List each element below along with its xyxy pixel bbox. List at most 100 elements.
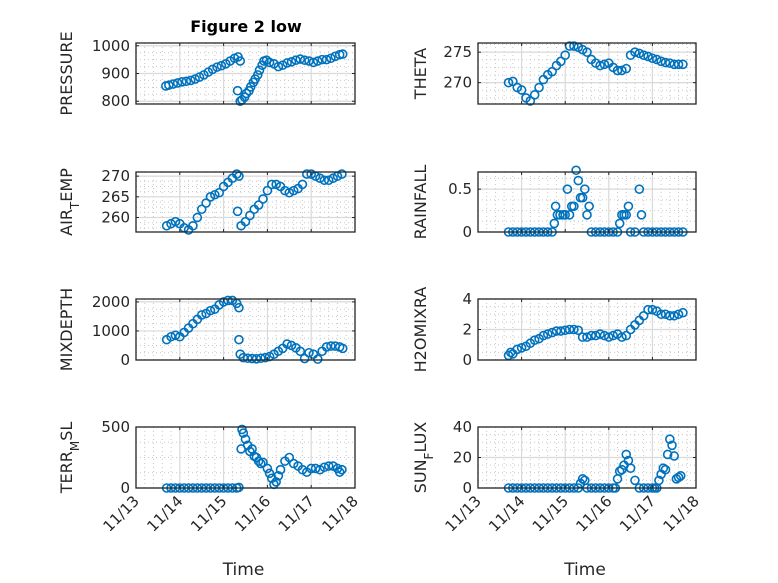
y-tick-label: 0 [462,351,472,369]
y-axis-label: TERRMSL [57,422,82,495]
data-point [647,53,658,64]
data-point [529,90,540,100]
data-point [621,63,632,74]
y-axis-label: H2OMIXRA [411,287,430,373]
y-tick-label: 260 [101,209,130,227]
data-point [577,474,588,484]
data-point [617,65,627,76]
data-point [556,56,566,67]
x-axis-label: Time [222,560,265,580]
x-tick-label: 11/14 [143,492,186,535]
data-point [573,175,584,186]
data-point [621,210,632,220]
data-point [516,342,527,353]
y-tick-label: 270 [101,167,130,185]
y-label-part: SL [57,422,76,441]
x-tick-label: 11/16 [231,492,274,535]
plot-area [478,43,696,104]
axes-8: 0 20 40 11/13 11/14 11/15 11/16 11/17 11/18 Time S… [411,418,703,580]
data-point [238,352,249,363]
data-point [621,449,632,460]
data-point [569,324,579,335]
y-label-subscript: M [68,441,82,451]
data-point [262,463,273,474]
data-point [337,49,348,59]
data-point [258,457,268,468]
plot-area [136,299,355,360]
data-point [662,449,673,460]
data-point [337,169,347,179]
data-point [326,341,336,351]
data-point [262,185,273,196]
data-point [599,59,610,70]
data-point [185,75,196,86]
plot-area [478,172,696,232]
y-tick-label: 1000 [92,37,130,55]
data-point [326,53,336,64]
data-point [254,65,265,75]
data-point [196,204,207,215]
data-point [647,304,658,315]
y-tick-label: 20 [453,449,472,467]
x-tick-label: 11/18 [660,492,703,535]
data-point [608,330,618,341]
data-point [625,463,636,473]
data-point [238,428,249,438]
data-point [264,57,275,68]
data-point [638,310,649,321]
data-point [582,47,592,57]
data-point [586,330,597,341]
y-tick-label: 0.5 [448,180,472,198]
data-point [660,464,671,475]
data-point [582,332,592,342]
y-tick-label: 40 [453,418,472,436]
x-axis-label: Time [563,560,606,580]
figure-title: Figure 2 low [190,17,302,36]
data-point [319,462,330,473]
data-point [234,302,244,313]
data-point [549,218,560,229]
y-tick-label: 2 [462,321,472,339]
data-point [636,210,647,220]
data-point [192,212,203,223]
data-point [603,332,614,342]
data-point [669,451,680,461]
data-point [612,65,623,76]
data-point [595,329,605,339]
data-point [321,54,332,65]
data-point [177,77,187,87]
data-point [638,50,649,61]
y-tick-label: 2000 [92,293,130,311]
data-point [643,304,653,315]
data-point [258,194,268,204]
y-tick-label: 0 [462,479,472,497]
data-point [286,57,297,67]
data-point [271,477,281,487]
x-tick-label: 11/18 [319,492,362,535]
data-point [234,334,244,345]
y-tick-label: 900 [101,65,130,83]
data-point [584,201,594,212]
data-point [337,464,347,475]
axes-5: 0 1000 2000 MIXDEPTH [57,288,356,371]
y-label-subscript: T [68,201,82,210]
data-point [580,184,590,194]
data-point [241,88,252,99]
data-point [164,80,174,90]
axes-3: 260 265 270 AIRTEMP [57,167,356,236]
data-point [170,330,181,341]
data-point [542,329,553,339]
data-point [231,169,242,179]
data-point [214,187,225,198]
data-point [673,472,684,483]
data-point [168,79,179,89]
data-point [306,463,317,474]
x-tick-label: 11/13 [100,492,143,535]
data-point [560,210,571,220]
x-tick-label: 11/13 [442,492,485,535]
axes-7: 0 500 11/13 11/14 11/15 11/16 11/17 11/18 Time TE… [57,418,362,580]
data-point [284,452,295,463]
data-point [654,475,664,486]
data-point [673,59,684,70]
